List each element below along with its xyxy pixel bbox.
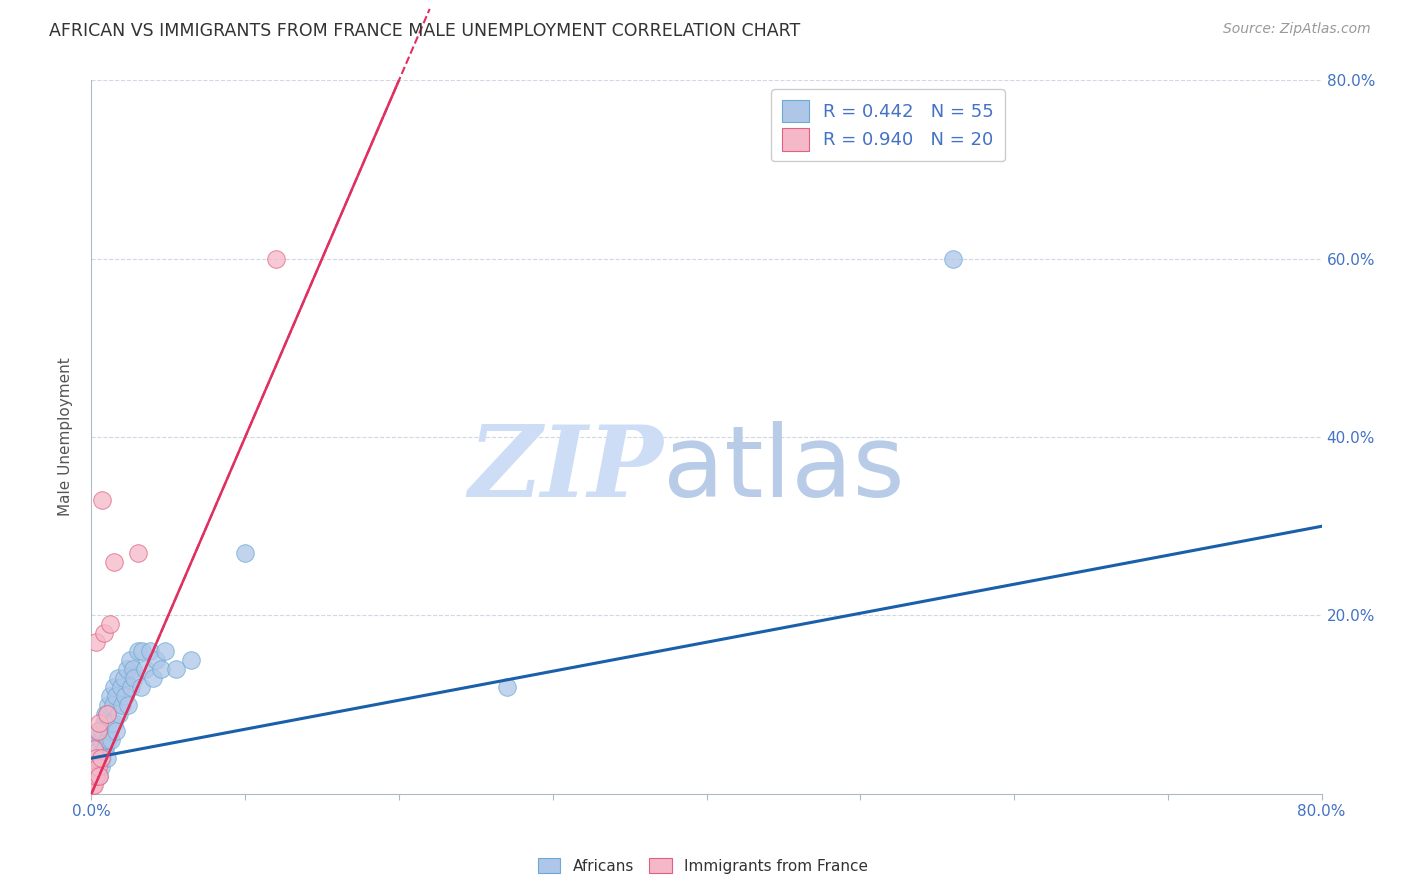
Point [96, 706, 118, 721]
Point [96, 733, 118, 747]
Point [149, 662, 172, 676]
Point [942, 252, 965, 266]
Point [84, 751, 107, 765]
Point [82, 778, 104, 792]
Point [96, 751, 118, 765]
Point [83, 742, 105, 756]
Point [94, 706, 117, 721]
Point [82, 769, 104, 783]
Text: AFRICAN VS IMMIGRANTS FROM FRANCE MALE UNEMPLOYMENT CORRELATION CHART: AFRICAN VS IMMIGRANTS FROM FRANCE MALE U… [49, 22, 800, 40]
Point [153, 644, 177, 658]
Point [165, 662, 187, 676]
Point [103, 680, 125, 694]
Text: atlas: atlas [664, 421, 905, 517]
Point [129, 680, 152, 694]
Point [100, 733, 122, 747]
Point [98, 689, 121, 703]
Point [495, 680, 517, 694]
Point [105, 689, 127, 703]
Point [118, 653, 141, 667]
Point [93, 742, 115, 756]
Point [87, 769, 110, 783]
Point [90, 760, 112, 774]
Point [110, 680, 132, 694]
Point [83, 778, 105, 792]
Point [84, 769, 107, 783]
Point [120, 680, 142, 694]
Point [124, 671, 146, 685]
Point [86, 733, 108, 747]
Point [122, 662, 145, 676]
Point [112, 671, 135, 685]
Point [264, 252, 287, 266]
Point [101, 698, 124, 712]
Point [97, 698, 120, 712]
Point [83, 760, 105, 774]
Point [98, 724, 121, 739]
Point [94, 742, 117, 756]
Point [84, 635, 107, 649]
Legend: R = 0.442   N = 55, R = 0.940   N = 20: R = 0.442 N = 55, R = 0.940 N = 20 [770, 89, 1005, 161]
Point [100, 715, 122, 730]
Point [103, 715, 125, 730]
Point [91, 492, 114, 507]
Point [90, 751, 112, 765]
Point [103, 555, 125, 569]
Point [114, 689, 136, 703]
Y-axis label: Male Unemployment: Male Unemployment [58, 358, 73, 516]
Point [91, 751, 114, 765]
Point [111, 698, 134, 712]
Point [115, 662, 138, 676]
Point [86, 760, 108, 774]
Legend: Africans, Immigrants from France: Africans, Immigrants from France [531, 852, 875, 880]
Point [98, 617, 121, 632]
Point [83, 769, 105, 783]
Point [93, 626, 115, 640]
Point [117, 698, 139, 712]
Point [84, 760, 107, 774]
Point [87, 742, 110, 756]
Point [105, 724, 127, 739]
Point [139, 644, 162, 658]
Point [87, 715, 110, 730]
Point [87, 769, 110, 783]
Point [97, 733, 120, 747]
Point [96, 706, 118, 721]
Point [127, 644, 149, 658]
Point [127, 546, 149, 560]
Point [90, 733, 112, 747]
Point [131, 644, 153, 658]
Point [86, 751, 108, 765]
Text: ZIP: ZIP [468, 421, 664, 517]
Point [145, 653, 167, 667]
Point [180, 653, 202, 667]
Point [91, 724, 114, 739]
Point [107, 671, 129, 685]
Text: Source: ZipAtlas.com: Source: ZipAtlas.com [1223, 22, 1371, 37]
Point [86, 724, 108, 739]
Point [134, 662, 156, 676]
Point [142, 671, 165, 685]
Point [87, 724, 110, 739]
Point [108, 706, 131, 721]
Point [233, 546, 256, 560]
Point [93, 715, 115, 730]
